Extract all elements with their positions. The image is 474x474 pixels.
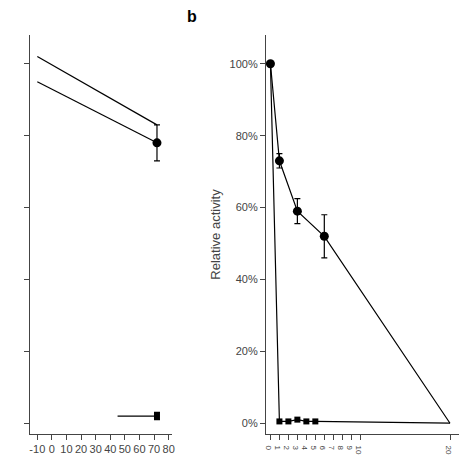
svg-text:0: 0 xyxy=(49,443,55,455)
svg-text:8: 8 xyxy=(336,446,345,451)
svg-text:4: 4 xyxy=(300,446,309,451)
svg-text:20: 20 xyxy=(75,443,87,455)
svg-text:80%: 80% xyxy=(236,130,258,142)
svg-text:5: 5 xyxy=(309,446,318,451)
svg-text:Relative activity: Relative activity xyxy=(208,189,223,280)
svg-text:10: 10 xyxy=(354,446,363,455)
svg-text:20: 20 xyxy=(444,446,453,455)
svg-text:100%: 100% xyxy=(230,58,258,70)
svg-text:9: 9 xyxy=(345,446,354,451)
svg-text:70: 70 xyxy=(148,443,160,455)
svg-text:3: 3 xyxy=(291,446,300,451)
svg-text:40%: 40% xyxy=(236,273,258,285)
svg-text:40: 40 xyxy=(104,443,116,455)
svg-text:80: 80 xyxy=(163,443,175,455)
svg-text:20%: 20% xyxy=(236,345,258,357)
svg-text:60%: 60% xyxy=(236,201,258,213)
svg-text:b: b xyxy=(187,8,197,25)
svg-text:0%: 0% xyxy=(242,417,258,429)
svg-text:30: 30 xyxy=(90,443,102,455)
svg-text:6: 6 xyxy=(318,446,327,451)
svg-text:60: 60 xyxy=(133,443,145,455)
svg-text:50: 50 xyxy=(119,443,131,455)
svg-text:-10: -10 xyxy=(29,443,45,455)
svg-text:2: 2 xyxy=(282,446,291,451)
svg-text:10: 10 xyxy=(60,443,72,455)
svg-text:1: 1 xyxy=(273,446,282,451)
svg-text:0: 0 xyxy=(264,446,273,451)
svg-text:7: 7 xyxy=(327,446,336,451)
